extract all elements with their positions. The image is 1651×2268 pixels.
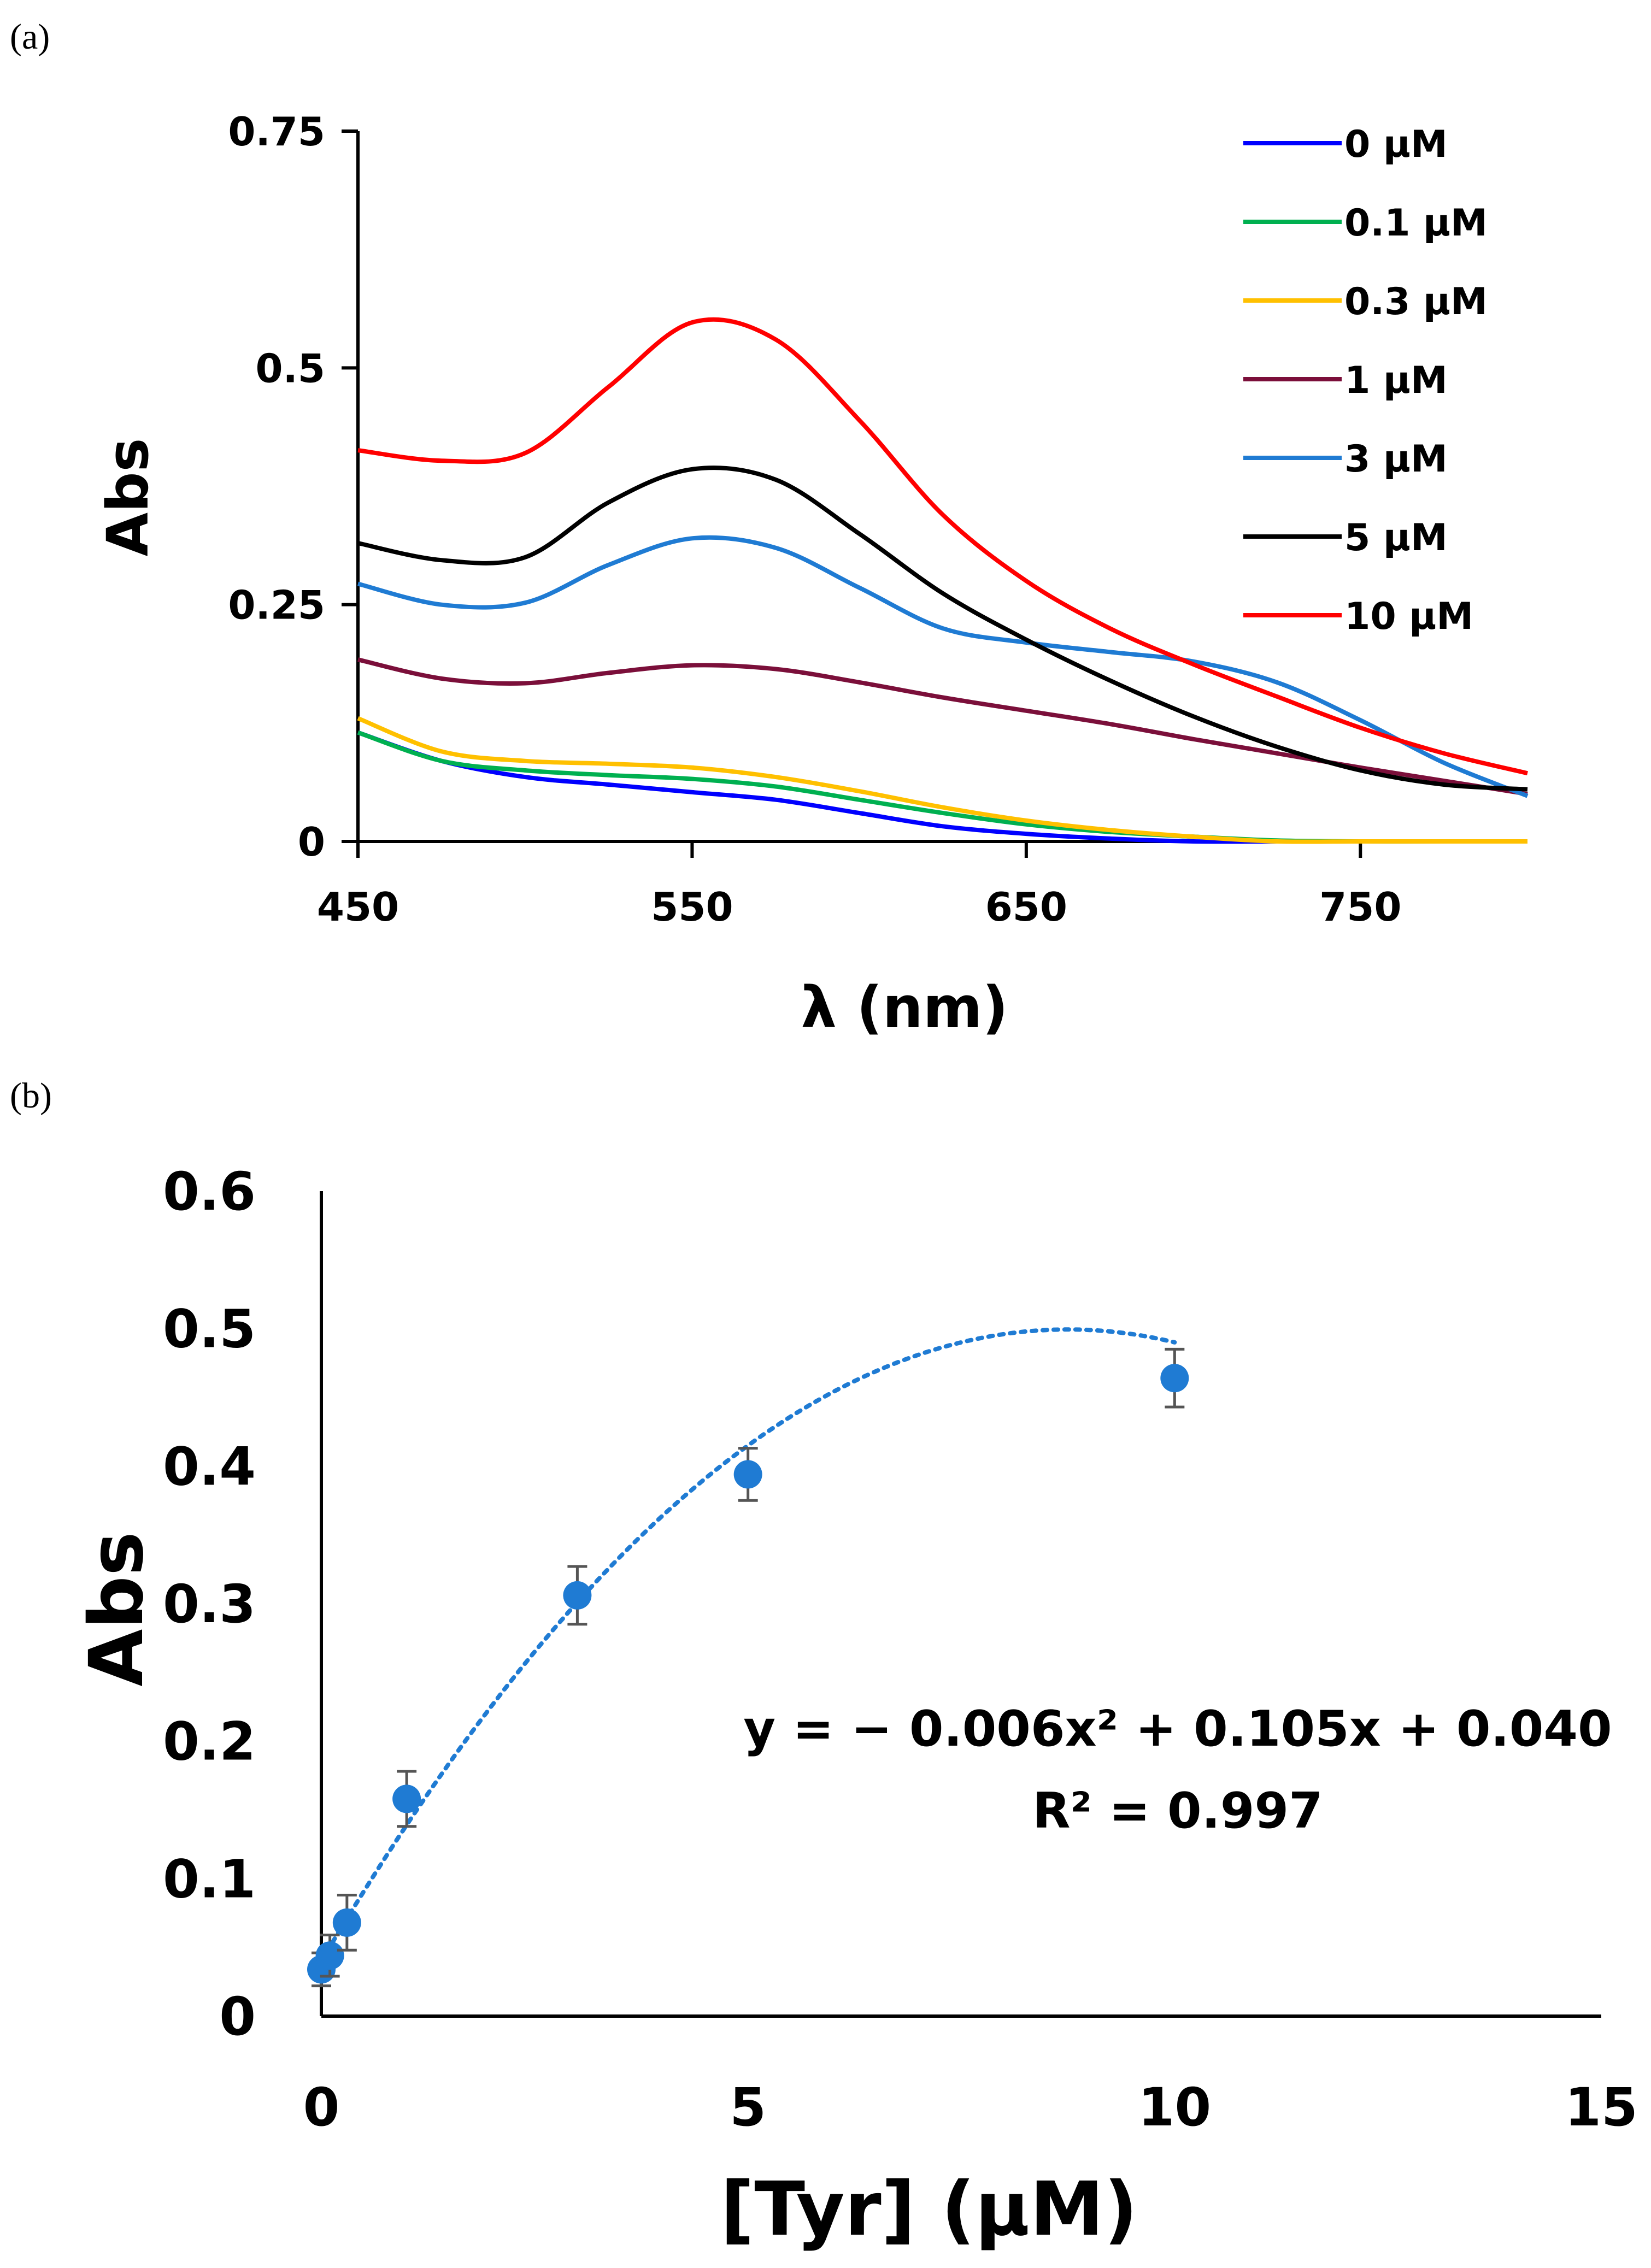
y-axis-title: Abs — [74, 1531, 160, 1687]
data-point — [315, 1941, 344, 1970]
y-tick-label: 0.2 — [163, 1711, 256, 1772]
y-tick-label: 0.5 — [163, 1299, 256, 1360]
legend-label: 5 μM — [1344, 516, 1448, 559]
x-tick-label: 550 — [651, 884, 733, 930]
data-point — [1160, 1364, 1189, 1393]
legend-label: 0.3 μM — [1344, 280, 1488, 323]
legend-label: 1 μM — [1344, 359, 1448, 402]
series-line — [357, 730, 1527, 844]
y-tick-label: 0.6 — [163, 1161, 256, 1222]
y-axis-title: Abs — [95, 438, 161, 557]
y-tick-label: 0 — [219, 1986, 256, 2047]
panel-label-a: (a) — [10, 17, 50, 57]
series-line — [357, 535, 1529, 798]
data-point — [733, 1460, 762, 1489]
data-point — [563, 1581, 592, 1610]
spectra-chart: 0 0.25 0.5 0.75 450 550 650 750 λ (nm) Abs 0 μM 0.… — [95, 109, 1529, 1041]
x-axis-title: λ (nm) — [801, 974, 1008, 1041]
y-tick-label: 0.4 — [163, 1436, 256, 1497]
series-line — [357, 716, 1527, 844]
x-tick-label: 650 — [985, 884, 1067, 930]
y-tick-label: 0.1 — [163, 1848, 256, 1910]
series-line — [357, 466, 1528, 792]
data-point — [332, 1908, 361, 1937]
trendline — [319, 1327, 1177, 1964]
legend-label: 0.1 μM — [1344, 202, 1488, 245]
y-tick-label: 0.25 — [228, 582, 325, 628]
trend-equation: y = − 0.006x² + 0.105x + 0.040 — [743, 1700, 1612, 1758]
calibration-chart: 0 0.1 0.2 0.3 0.4 0.5 0.6 0 5 10 15 [Tyr] (μM) Abs y… — [74, 1161, 1638, 2253]
series-line — [357, 317, 1528, 776]
r-squared: R² = 0.997 — [1032, 1782, 1323, 1840]
legend-label: 3 μM — [1344, 438, 1448, 481]
x-tick-label: 15 — [1565, 2077, 1638, 2138]
x-tick-label: 10 — [1138, 2077, 1212, 2138]
x-tick-label: 5 — [730, 2077, 766, 2138]
x-axis-title: [Tyr] (μM) — [720, 2166, 1138, 2253]
panel-label-b: (b) — [10, 1076, 52, 1116]
y-tick-label: 0.5 — [255, 345, 325, 391]
y-tick-label: 0.3 — [163, 1574, 256, 1635]
legend-label: 0 μM — [1344, 123, 1448, 166]
x-tick-label: 0 — [303, 2077, 340, 2138]
y-tick-label: 0 — [298, 819, 325, 865]
x-tick-label: 750 — [1319, 884, 1401, 930]
data-point — [392, 1784, 421, 1813]
y-tick-label: 0.75 — [228, 109, 325, 155]
legend-label: 10 μM — [1344, 595, 1473, 638]
x-tick-label: 450 — [317, 884, 399, 930]
